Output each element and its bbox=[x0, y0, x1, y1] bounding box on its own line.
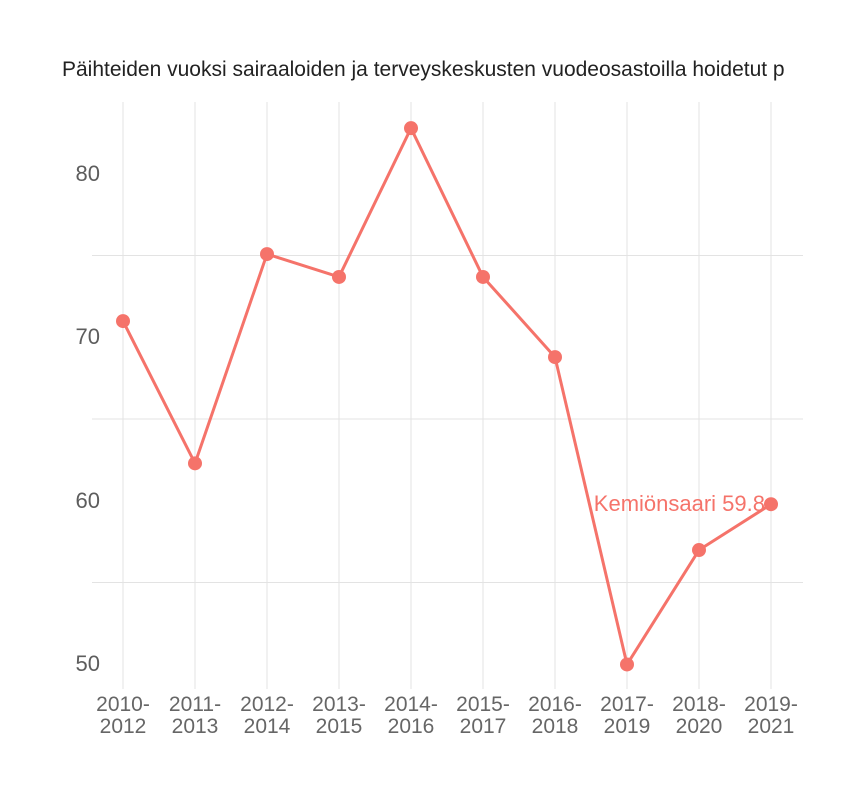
data-point bbox=[692, 543, 706, 558]
x-tick-label-line: 2018 bbox=[531, 715, 579, 738]
x-tick-label-line: 2020 bbox=[675, 715, 723, 738]
x-tick-label-line: 2018- bbox=[672, 693, 726, 716]
x-tick-label: 2017- 2019 bbox=[584, 694, 670, 738]
x-tick-label-line: 2015 bbox=[315, 715, 363, 738]
data-point bbox=[620, 657, 634, 672]
x-tick-label-line: 2012 bbox=[99, 715, 147, 738]
x-tick-label-line: 2010- bbox=[96, 693, 150, 716]
x-tick-label-line: 2011- bbox=[168, 693, 222, 716]
data-point bbox=[404, 121, 418, 136]
x-tick-label: 2015- 2017 bbox=[440, 694, 526, 738]
data-point bbox=[476, 269, 490, 284]
x-tick-label-line: 2017- bbox=[600, 693, 654, 716]
x-tick-label: 2014- 2016 bbox=[368, 694, 454, 738]
plot-area bbox=[92, 102, 803, 689]
x-tick-label-line: 2014 bbox=[243, 715, 291, 738]
x-tick-label-line: 2016- bbox=[528, 693, 582, 716]
x-tick-label-line: 2015- bbox=[456, 693, 510, 716]
chart-title: Päihteiden vuoksi sairaaloiden ja tervey… bbox=[62, 58, 785, 81]
x-tick-label-line: 2019- bbox=[744, 693, 798, 716]
y-tick-label: 70 bbox=[75, 324, 100, 350]
x-tick-label-line: 2019 bbox=[603, 715, 651, 738]
x-tick-label: 2011- 2013 bbox=[152, 694, 238, 738]
x-tick-label: 2012- 2014 bbox=[224, 694, 310, 738]
series-annotation: Kemiönsaari 59.8 bbox=[593, 491, 765, 517]
series-line bbox=[121, 126, 773, 666]
x-tick-label-line: 2021 bbox=[747, 715, 795, 738]
x-tick-label-line: 2017 bbox=[459, 715, 507, 738]
x-tick-label: 2019- 2021 bbox=[728, 694, 814, 738]
x-tick-label-line: 2013 bbox=[171, 715, 219, 738]
x-tick-label-line: 2016 bbox=[387, 715, 435, 738]
y-tick-label: 50 bbox=[75, 651, 100, 677]
data-point bbox=[116, 314, 130, 329]
data-point bbox=[548, 350, 562, 365]
x-tick-label-line: 2013- bbox=[312, 693, 366, 716]
x-tick-label-line: 2014- bbox=[384, 693, 438, 716]
x-tick-label: 2010- 2012 bbox=[80, 694, 166, 738]
y-tick-label: 80 bbox=[75, 160, 100, 186]
x-tick-label: 2018- 2020 bbox=[656, 694, 742, 738]
data-point bbox=[260, 247, 274, 262]
x-tick-label-line: 2012- bbox=[240, 693, 294, 716]
data-point bbox=[764, 497, 778, 512]
x-tick-label: 2016- 2018 bbox=[512, 694, 598, 738]
data-point bbox=[332, 269, 346, 284]
y-tick-label: 60 bbox=[75, 487, 100, 513]
data-point bbox=[188, 456, 202, 471]
x-tick-label: 2013- 2015 bbox=[296, 694, 382, 738]
